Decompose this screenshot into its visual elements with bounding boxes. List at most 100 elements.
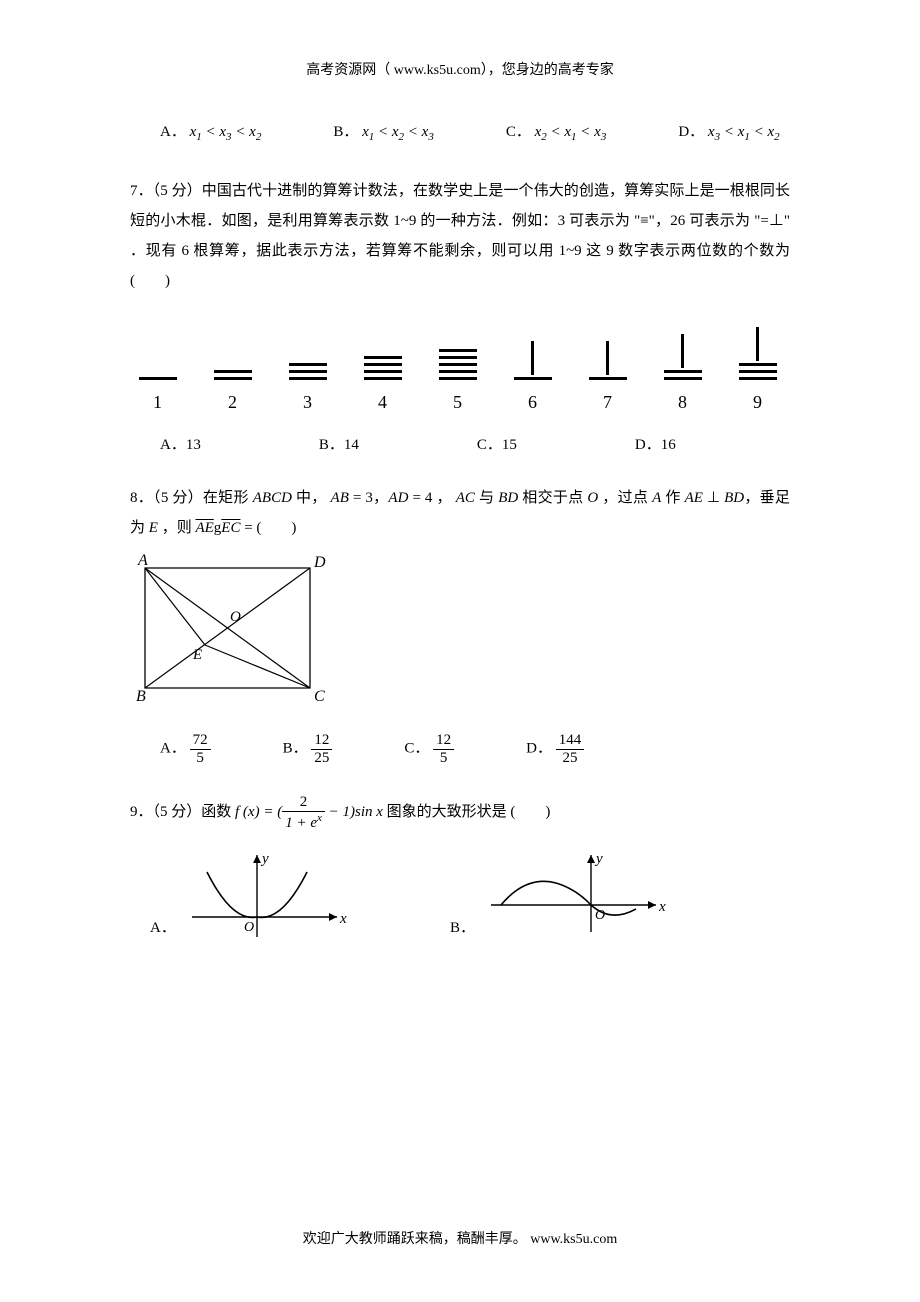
rod-label: 5	[453, 386, 462, 418]
text: 中，	[292, 490, 331, 506]
var: E	[149, 520, 158, 536]
text: 8．（5 分）在矩形	[130, 490, 253, 506]
frac-num: 12	[311, 732, 332, 750]
opt-label: D．	[526, 741, 552, 757]
q7-opt-b: B．14	[319, 432, 359, 459]
rod-label: 2	[228, 386, 237, 418]
text: 与	[475, 490, 498, 506]
opt-label: A．	[160, 741, 186, 757]
q6-opt-d: D． x3 < x1 < x2	[678, 119, 779, 148]
label-o: O	[230, 609, 241, 625]
text: 相交于点	[518, 490, 587, 506]
frac-den: 5	[433, 750, 454, 767]
svg-text:x: x	[658, 899, 666, 915]
q8-options: A． 725 B． 1225 C． 125 D． 14425	[160, 732, 790, 766]
math-expr: x1 < x3 < x2	[190, 124, 262, 140]
text: = 4 ，	[408, 490, 455, 506]
rod-cell: 3	[280, 316, 335, 418]
q7-opt-d: D．16	[635, 432, 676, 459]
text: 9．（5 分）函数	[130, 804, 235, 820]
frac-num: 2	[282, 794, 325, 812]
var: ABCD	[253, 490, 292, 506]
label-c: C	[314, 688, 325, 705]
text: ⊥	[703, 490, 724, 506]
label-d: D	[313, 554, 326, 571]
var: A	[652, 490, 661, 506]
q8-opt-c: C． 125	[404, 732, 454, 766]
rod-label: 4	[378, 386, 387, 418]
q8-opt-d: D． 14425	[526, 732, 584, 766]
svg-text:y: y	[594, 851, 603, 867]
q6-options: A． x1 < x3 < x2 B． x1 < x2 < x3 C． x2 < …	[160, 119, 790, 148]
graph-b: y x O	[481, 847, 671, 942]
math-expr: f (x) = (	[235, 804, 282, 820]
label-e: E	[192, 647, 202, 663]
q7-opt-c: C．15	[477, 432, 517, 459]
svg-text:O: O	[595, 908, 605, 923]
opt-label: A．	[160, 124, 186, 140]
frac-num: 144	[556, 732, 585, 750]
opt-label: D．	[678, 124, 704, 140]
q7-options: A．13 B．14 C．15 D．16	[160, 432, 790, 459]
text: ，过点	[598, 490, 652, 506]
var: AE	[685, 490, 703, 506]
math-expr: − 1)sin x	[325, 804, 383, 820]
text: = 3，	[349, 490, 389, 506]
var: O	[587, 490, 598, 506]
q8-opt-a: A． 725	[160, 732, 211, 766]
rod-label: 7	[603, 386, 612, 418]
text: 作	[661, 490, 684, 506]
var: AC	[456, 490, 475, 506]
rod-cell: 8	[655, 316, 710, 418]
svg-text:O: O	[244, 920, 254, 935]
rod-cell: 7	[580, 316, 635, 418]
var: AB	[331, 490, 349, 506]
rod-label: 1	[153, 386, 162, 418]
q6-opt-c: C． x2 < x1 < x3	[506, 119, 607, 148]
text: ，则	[158, 520, 196, 536]
var: AD	[388, 490, 408, 506]
var: BD	[724, 490, 744, 506]
q9-graphs: A． y x O B． y x O	[150, 847, 790, 942]
rod-cell: 4	[355, 316, 410, 418]
rod-label: 9	[753, 386, 762, 418]
label-a: A	[137, 553, 148, 569]
rod-label: 6	[528, 386, 537, 418]
q7-opt-a: A．13	[160, 432, 201, 459]
opt-label: B．	[333, 124, 358, 140]
opt-label: C．	[506, 124, 531, 140]
q8-opt-b: B． 1225	[283, 732, 333, 766]
q6-opt-b: B． x1 < x2 < x3	[333, 119, 434, 148]
frac-num: 72	[190, 732, 211, 750]
q9-opt-a-label: A．	[150, 915, 176, 942]
math-expr: x2 < x1 < x3	[535, 124, 607, 140]
opt-label: C．	[404, 741, 429, 757]
rod-cell: 1	[130, 316, 185, 418]
rod-cell: 5	[430, 316, 485, 418]
page-header: 高考资源网（ www.ks5u.com），您身边的高考专家	[130, 58, 790, 83]
frac-num: 12	[433, 732, 454, 750]
page-footer: 欢迎广大教师踊跃来稿，稿酬丰厚。 www.ks5u.com	[0, 1227, 920, 1252]
q9-text: 9．（5 分）函数 f (x) = (21 + ex − 1)sin x 图象的…	[130, 794, 790, 831]
rod-diagram: 1 2 3 4 5 6 7 8 9	[130, 316, 790, 418]
frac-den: 25	[311, 750, 332, 767]
rod-cell: 2	[205, 316, 260, 418]
q6-opt-a: A． x1 < x3 < x2	[160, 119, 261, 148]
svg-text:x: x	[339, 911, 347, 927]
text: 图象的大致形状是 ( )	[387, 804, 551, 820]
rect-svg: A D B C O E	[130, 553, 330, 708]
rod-cell: 9	[730, 316, 785, 418]
q9-opt-b-label: B．	[450, 915, 475, 942]
svg-text:y: y	[260, 851, 269, 867]
math-expr: x1 < x2 < x3	[362, 124, 434, 140]
math-expr: x3 < x1 < x2	[708, 124, 780, 140]
text: = ( )	[240, 520, 296, 536]
vector: EC	[221, 520, 240, 536]
rod-label: 3	[303, 386, 312, 418]
q7-text: 7．（5 分）中国古代十进制的算筹计数法，在数学史上是一个伟大的创造，算筹实际上…	[130, 176, 790, 296]
var: BD	[498, 490, 518, 506]
frac-den: 5	[190, 750, 211, 767]
graph-a: y x O	[182, 847, 352, 942]
frac-den: 1 + ex	[282, 812, 325, 832]
q8-text: 8．（5 分）在矩形 ABCD 中， AB = 3，AD = 4 ， AC 与 …	[130, 483, 790, 543]
